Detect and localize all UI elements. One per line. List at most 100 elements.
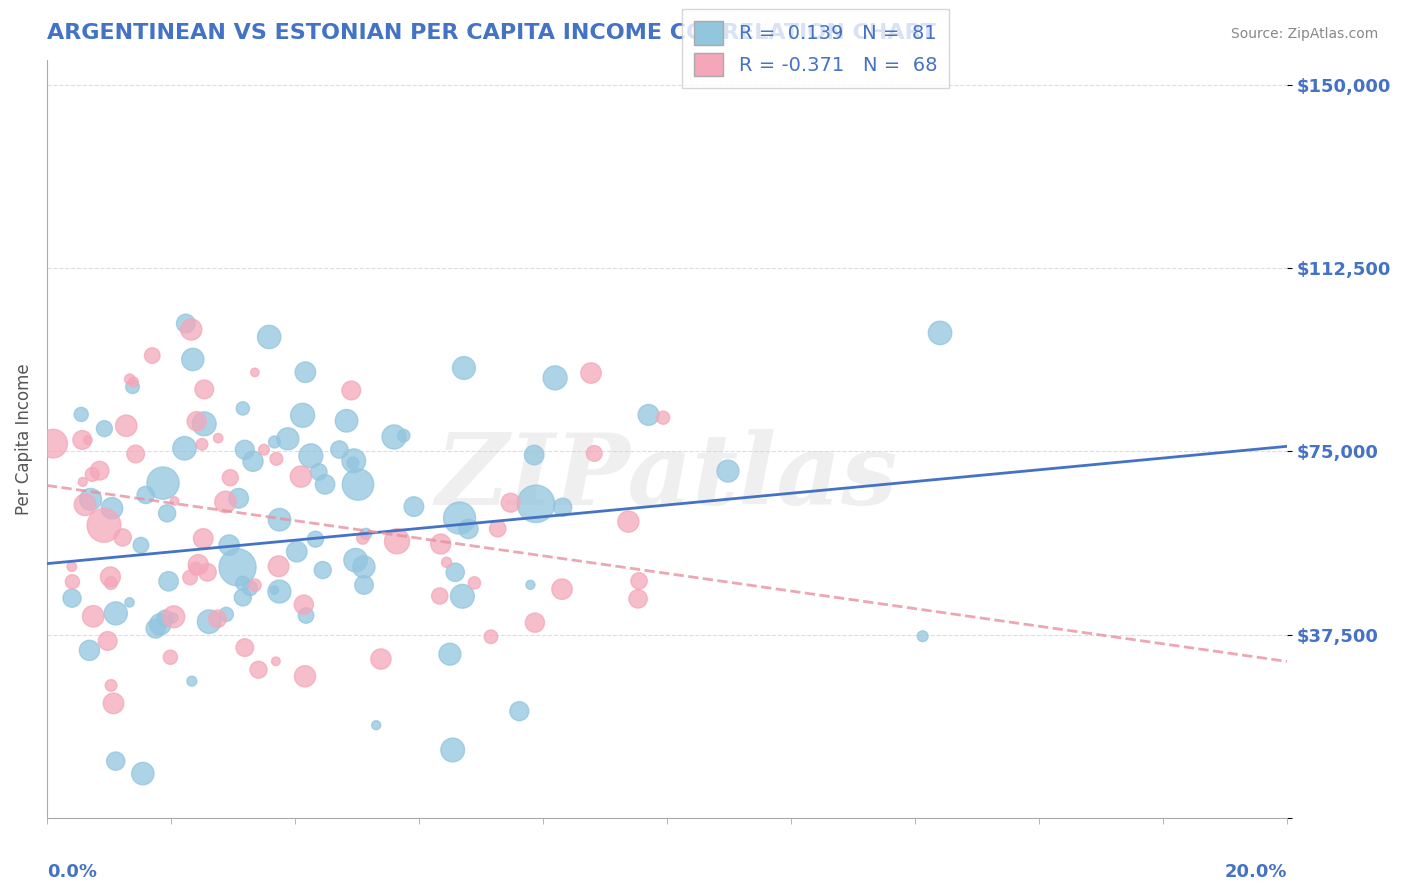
Point [97, 634, 120, 648]
Point [79, 492, 101, 507]
Point [226, 560, 249, 574]
Point [343, 454, 366, 468]
Point [207, 431, 229, 445]
Point [82, 609, 104, 624]
Point [269, 584, 291, 599]
Point [60, 591, 83, 606]
Point [145, 622, 167, 636]
Point [353, 560, 375, 574]
Point [382, 430, 405, 444]
Point [269, 513, 291, 527]
Point [179, 570, 201, 584]
Point [100, 576, 122, 591]
Point [60, 559, 83, 574]
Point [111, 531, 134, 545]
Point [294, 365, 316, 379]
Point [186, 414, 208, 428]
Point [247, 663, 270, 677]
Point [232, 401, 254, 416]
Point [232, 576, 254, 591]
Point [366, 718, 388, 732]
Point [100, 678, 122, 692]
Point [463, 575, 485, 590]
Point [82, 467, 104, 482]
Text: 0.0%: 0.0% [46, 863, 97, 881]
Point [76, 433, 98, 447]
Point [72, 475, 94, 489]
Point [544, 371, 567, 385]
Point [214, 495, 236, 509]
Point [385, 534, 408, 549]
Point [308, 465, 330, 479]
Point [347, 477, 370, 491]
Point [159, 650, 181, 665]
Point [42, 436, 65, 450]
Point [392, 428, 415, 442]
Point [163, 494, 186, 508]
Point [312, 563, 335, 577]
Point [60, 574, 83, 589]
Point [314, 477, 336, 491]
Point [101, 501, 124, 516]
Point [449, 511, 471, 525]
Point [187, 558, 209, 572]
Text: ZIPatlas: ZIPatlas [436, 429, 898, 525]
Point [294, 669, 316, 683]
Point [155, 611, 177, 625]
Point [121, 380, 143, 394]
Point [342, 456, 364, 470]
Point [243, 365, 266, 379]
Point [263, 583, 285, 598]
Point [628, 574, 651, 588]
Point [174, 317, 197, 331]
Point [370, 652, 392, 666]
Point [451, 589, 474, 603]
Point [79, 643, 101, 657]
Point [118, 595, 141, 609]
Point [551, 582, 574, 596]
Point [193, 417, 215, 431]
Point [219, 471, 242, 485]
Point [191, 437, 214, 451]
Point [523, 615, 546, 630]
Point [499, 496, 522, 510]
Text: 20.0%: 20.0% [1225, 863, 1286, 881]
Point [652, 410, 675, 425]
Point [402, 500, 425, 514]
Point [232, 591, 254, 605]
Point [141, 349, 163, 363]
Point [352, 531, 374, 545]
Point [344, 553, 367, 567]
Point [152, 476, 174, 491]
Point [277, 432, 299, 446]
Point [233, 640, 256, 655]
Point [439, 647, 461, 661]
Point [717, 464, 740, 478]
Point [135, 488, 157, 502]
Legend: R =  0.139   N =  81, R = -0.371   N =  68: R = 0.139 N = 81, R = -0.371 N = 68 [682, 9, 949, 88]
Point [156, 506, 179, 520]
Point [73, 498, 96, 512]
Point [129, 538, 152, 552]
Point [193, 382, 215, 396]
Point [173, 442, 195, 456]
Point [436, 555, 458, 569]
Point [163, 609, 186, 624]
Point [508, 704, 530, 718]
Point [193, 532, 215, 546]
Point [911, 629, 934, 643]
Point [180, 674, 202, 689]
Text: Source: ZipAtlas.com: Source: ZipAtlas.com [1230, 27, 1378, 41]
Point [551, 500, 574, 515]
Point [115, 418, 138, 433]
Point [132, 766, 155, 780]
Point [457, 522, 479, 536]
Point [70, 408, 93, 422]
Point [479, 630, 502, 644]
Point [579, 366, 602, 380]
Point [242, 454, 264, 468]
Point [181, 352, 204, 367]
Point [228, 491, 250, 506]
Point [233, 442, 256, 457]
Point [444, 566, 467, 580]
